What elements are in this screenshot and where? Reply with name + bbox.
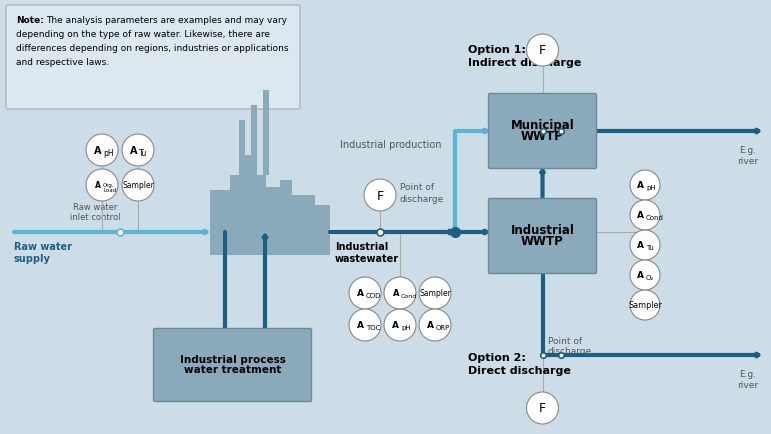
Text: A: A bbox=[392, 289, 399, 299]
Text: Point of: Point of bbox=[547, 336, 581, 345]
Text: Sampler: Sampler bbox=[628, 300, 662, 309]
Text: Point of: Point of bbox=[547, 112, 581, 121]
Text: Point of: Point of bbox=[400, 184, 434, 193]
Circle shape bbox=[527, 34, 558, 66]
Bar bbox=[251, 105, 257, 175]
Text: Indirect discharge: Indirect discharge bbox=[468, 58, 581, 68]
Text: F: F bbox=[539, 402, 546, 415]
Text: F: F bbox=[376, 190, 383, 203]
Text: Industrial process: Industrial process bbox=[180, 355, 285, 365]
Text: differences depending on regions, industries or applications: differences depending on regions, indust… bbox=[16, 44, 288, 53]
Circle shape bbox=[364, 179, 396, 211]
Text: river: river bbox=[737, 157, 759, 166]
Circle shape bbox=[630, 230, 660, 260]
Text: depending on the type of raw water. Likewise, there are: depending on the type of raw water. Like… bbox=[16, 30, 270, 39]
Text: Direct discharge: Direct discharge bbox=[468, 366, 571, 376]
Text: supply: supply bbox=[14, 254, 51, 264]
Text: Sampler: Sampler bbox=[419, 289, 451, 297]
Text: A: A bbox=[130, 146, 137, 156]
Circle shape bbox=[349, 309, 381, 341]
Text: E.g.: E.g. bbox=[739, 370, 756, 379]
Text: The analysis parameters are examples and may vary: The analysis parameters are examples and… bbox=[46, 16, 287, 25]
Text: E.g.: E.g. bbox=[739, 146, 756, 155]
Text: A: A bbox=[637, 272, 644, 280]
Circle shape bbox=[527, 392, 558, 424]
Circle shape bbox=[630, 200, 660, 230]
Text: Tu: Tu bbox=[139, 148, 147, 158]
Text: inlet control: inlet control bbox=[69, 213, 120, 222]
Text: Option 2:: Option 2: bbox=[468, 353, 526, 363]
FancyBboxPatch shape bbox=[153, 329, 311, 401]
Text: ORP: ORP bbox=[436, 325, 450, 331]
Text: Municipal: Municipal bbox=[510, 119, 574, 132]
Circle shape bbox=[86, 134, 118, 166]
Text: discharge: discharge bbox=[547, 346, 592, 355]
Text: Option 1:: Option 1: bbox=[468, 45, 526, 55]
Circle shape bbox=[419, 277, 451, 309]
Text: pH: pH bbox=[103, 148, 113, 158]
Text: water treatment: water treatment bbox=[183, 365, 281, 375]
Bar bbox=[239, 120, 245, 175]
Text: pH: pH bbox=[401, 325, 411, 331]
Circle shape bbox=[86, 169, 118, 201]
Text: COD: COD bbox=[366, 293, 382, 299]
FancyBboxPatch shape bbox=[489, 198, 597, 273]
Text: A: A bbox=[427, 322, 434, 331]
Text: pH: pH bbox=[646, 185, 655, 191]
Circle shape bbox=[419, 309, 451, 341]
FancyBboxPatch shape bbox=[6, 5, 300, 109]
Circle shape bbox=[122, 134, 154, 166]
Text: wastewater: wastewater bbox=[335, 254, 399, 264]
Text: Industrial: Industrial bbox=[335, 242, 389, 252]
Text: discharge: discharge bbox=[547, 122, 592, 131]
Text: TOC: TOC bbox=[366, 325, 380, 331]
FancyBboxPatch shape bbox=[489, 93, 597, 168]
Text: F: F bbox=[539, 45, 546, 57]
Text: A: A bbox=[357, 289, 364, 299]
Text: Tu: Tu bbox=[646, 245, 654, 251]
Text: Sampler: Sampler bbox=[122, 181, 154, 190]
Text: Raw water: Raw water bbox=[14, 242, 72, 252]
Circle shape bbox=[630, 260, 660, 290]
Text: A: A bbox=[93, 146, 101, 156]
Text: A: A bbox=[95, 181, 101, 191]
Text: Cond: Cond bbox=[401, 293, 417, 299]
Text: A: A bbox=[637, 241, 644, 250]
Circle shape bbox=[122, 169, 154, 201]
Text: WWTP: WWTP bbox=[521, 130, 564, 143]
Text: Cond: Cond bbox=[646, 215, 664, 221]
Polygon shape bbox=[210, 155, 330, 255]
Text: Industrial production: Industrial production bbox=[340, 140, 442, 150]
Text: A: A bbox=[637, 181, 644, 191]
Text: Org.
Load: Org. Load bbox=[103, 183, 116, 194]
Text: river: river bbox=[737, 381, 759, 390]
Circle shape bbox=[384, 277, 416, 309]
Text: WWTP: WWTP bbox=[521, 235, 564, 248]
Text: O₂: O₂ bbox=[646, 275, 655, 281]
Text: A: A bbox=[637, 211, 644, 220]
Bar bbox=[263, 90, 269, 175]
Text: A: A bbox=[357, 322, 364, 331]
Text: A: A bbox=[392, 322, 399, 331]
Circle shape bbox=[384, 309, 416, 341]
Text: Note:: Note: bbox=[16, 16, 44, 25]
Circle shape bbox=[630, 170, 660, 200]
Text: and respective laws.: and respective laws. bbox=[16, 58, 109, 67]
Text: Industrial: Industrial bbox=[510, 224, 574, 237]
Text: Raw water: Raw water bbox=[72, 203, 117, 212]
Circle shape bbox=[630, 290, 660, 320]
Text: discharge: discharge bbox=[400, 195, 444, 204]
Circle shape bbox=[349, 277, 381, 309]
